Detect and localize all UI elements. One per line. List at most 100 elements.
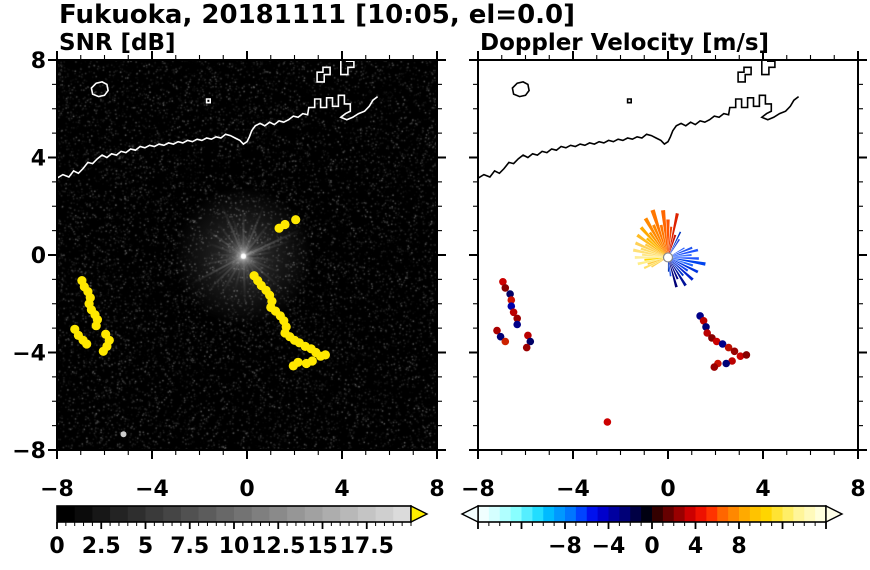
colorbar-segment (322, 506, 341, 522)
colorbar-over-arrow (410, 504, 429, 524)
colorbar-segment (145, 506, 164, 522)
doppler-fan-spike (647, 257, 668, 265)
colorbar-segment (198, 506, 217, 522)
doppler-speck (728, 357, 736, 365)
colorbar-label: 4 (688, 534, 703, 559)
colorbar-segment (793, 506, 805, 522)
harbor-structure-path (316, 66, 331, 83)
snr-plot-noise-layer (57, 60, 437, 450)
colorbar-label: 0 (49, 534, 64, 559)
colorbar-segment (575, 506, 588, 522)
colorbar-segment (804, 506, 816, 522)
colorbar-segment (510, 506, 523, 522)
colorbar-segment (287, 506, 306, 522)
colorbar-segment (234, 506, 253, 522)
doppler-speck (730, 347, 739, 356)
coastline-path (478, 94, 800, 179)
colorbar-under-arrow (460, 504, 479, 524)
snr-echo (91, 321, 101, 331)
doppler-fan-spike (634, 256, 668, 259)
harbor-structure-path (340, 60, 355, 76)
colorbar-label: 17.5 (340, 534, 394, 559)
doppler-speck (513, 314, 521, 323)
doppler-fan-spike (636, 233, 668, 258)
colorbar-segment (554, 506, 566, 522)
harbor-structure-path (761, 60, 776, 76)
colorbar-segment (662, 506, 675, 522)
colorbar-segment (110, 506, 129, 522)
colorbar-segment (375, 506, 394, 522)
colorbar-segment (180, 506, 200, 522)
colorbar-segment (565, 506, 577, 522)
coastline-layer (57, 60, 379, 179)
doppler-fan-spike (668, 238, 680, 258)
colorbar-segment (488, 506, 501, 522)
colorbar-segment (608, 506, 620, 522)
snr-colorbar: 0 2.5 5 7.5 10 12.5 15 17.5 (49, 504, 429, 559)
doppler-fan-spike (668, 257, 687, 287)
colorbar-segment (771, 506, 784, 522)
colorbar-label: 12.5 (251, 534, 305, 559)
snr-echo (301, 358, 311, 369)
doppler-speck (501, 337, 510, 346)
colorbar-label: 7.5 (170, 534, 209, 559)
plot-frame (56, 59, 438, 451)
colorbar-segment (684, 506, 697, 522)
x-tick-label: 0 (239, 477, 254, 502)
doppler-fan-spike (668, 257, 678, 288)
doppler-speck (507, 296, 516, 304)
colorbar-label: 10 (219, 534, 250, 559)
colorbar-label: 8 (731, 534, 746, 559)
harbor-structure-path (205, 98, 211, 104)
colorbar-segment (216, 506, 235, 522)
colorbar-label: −4 (592, 534, 626, 559)
doppler-speck (526, 337, 535, 346)
doppler-speck (507, 302, 516, 311)
doppler-fan-spike (652, 224, 668, 258)
doppler-speck (702, 323, 710, 331)
doppler-fan-spike (668, 257, 706, 266)
doppler-fan-spike (646, 237, 668, 258)
y-tick-label: 4 (31, 147, 46, 172)
island-path (511, 81, 530, 98)
doppler-speck (603, 418, 612, 426)
doppler-fan-spike (637, 257, 668, 266)
doppler-speck (496, 332, 505, 341)
doppler-speck (493, 326, 501, 335)
colorbar-segment (728, 506, 740, 522)
x-tick-label: −8 (40, 477, 74, 502)
colorbar-segment (340, 506, 359, 522)
doppler-fan-spike (640, 247, 668, 258)
harbor-structure-path (626, 98, 632, 104)
doppler-speck (703, 329, 711, 337)
colorbar-segment (251, 506, 270, 522)
doppler-fan-spike (632, 248, 668, 258)
doppler-echo-layer (493, 209, 751, 426)
island-path (90, 81, 109, 98)
snr-echo (291, 215, 301, 225)
y-tick-label: 0 (31, 244, 46, 269)
y-tick-label: −4 (12, 342, 46, 367)
doppler-fan-spike (666, 219, 670, 258)
y-tick-label: 8 (31, 49, 46, 74)
colorbar-segment (357, 506, 377, 522)
snr-echo (280, 219, 290, 230)
x-tick-label: 8 (429, 477, 444, 502)
colorbar-segment (673, 506, 686, 522)
colorbar-segment (304, 506, 323, 522)
doppler-fan-spike (643, 217, 668, 258)
doppler-speck (699, 317, 708, 325)
colorbar-label: 0 (644, 534, 659, 559)
x-tick-label: −8 (461, 477, 495, 502)
colorbar-label: 5 (138, 534, 153, 559)
x-tick-label: −4 (135, 477, 169, 502)
doppler-colorbar: −8 −4 0 4 8 (460, 504, 844, 559)
colorbar-segment (163, 506, 182, 522)
figure-title: Fukuoka, 20181111 [10:05, el=0.0] (59, 0, 576, 30)
colorbar-segment (543, 506, 555, 522)
doppler-speck (710, 363, 719, 371)
colorbar-label: 15 (307, 534, 338, 559)
doppler-fan-spike (648, 231, 668, 258)
doppler-speck (506, 290, 514, 298)
